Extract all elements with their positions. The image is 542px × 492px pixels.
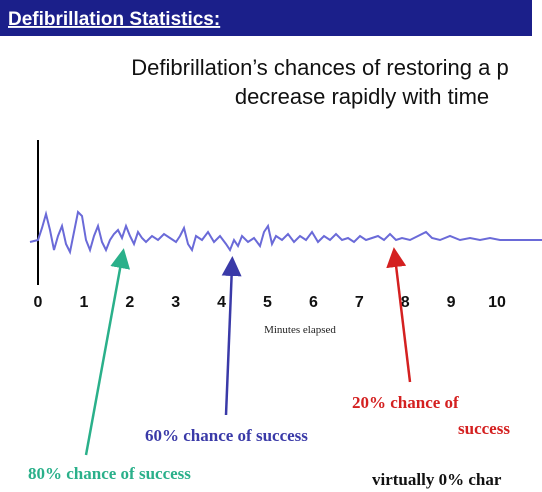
annotation: virtually 0% char xyxy=(372,470,502,489)
subtitle-line: Defibrillation’s chances of restoring a … xyxy=(131,55,508,80)
ecg-waveform xyxy=(29,209,542,256)
tick-label: 9 xyxy=(447,294,456,311)
tick-label: 7 xyxy=(355,294,364,311)
arrow xyxy=(221,256,242,416)
tick-label: 6 xyxy=(309,294,318,311)
tick-label: 8 xyxy=(401,294,410,311)
tick-label: 5 xyxy=(263,294,272,311)
tick-label: 4 xyxy=(217,294,226,311)
annotation: 80% chance of success xyxy=(28,464,191,483)
tick-label: 0 xyxy=(34,294,43,311)
tick-label: 10 xyxy=(488,294,506,311)
subtitle-line: decrease rapidly with time xyxy=(235,84,489,109)
header-bar xyxy=(0,0,532,36)
axis-label: Minutes elapsed xyxy=(264,324,336,336)
tick-label: 1 xyxy=(79,294,88,311)
header-title: Defibrillation Statistics: xyxy=(8,9,220,30)
tick-label: 3 xyxy=(171,294,180,311)
annotation: 20% chance of xyxy=(352,393,459,412)
annotation: success xyxy=(458,419,510,438)
tick-labels: 0 1 2 3 4 5 6 7 8 9 10 xyxy=(34,294,506,311)
arrow xyxy=(84,248,131,456)
tick-label: 2 xyxy=(125,294,134,311)
arrow xyxy=(386,247,412,383)
annotation: 60% chance of success xyxy=(145,426,308,445)
